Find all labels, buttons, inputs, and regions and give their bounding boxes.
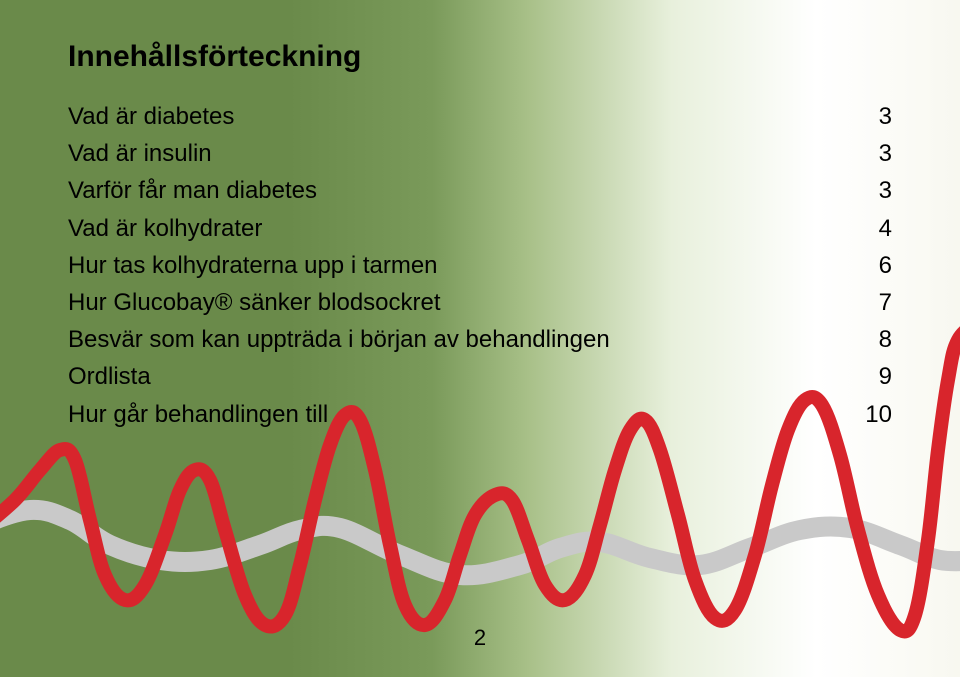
- toc-page: 7: [859, 284, 892, 321]
- toc-label: Besvär som kan uppträda i början av beha…: [68, 321, 610, 358]
- toc-row: Vad är diabetes 3: [68, 98, 892, 135]
- toc-page: 8: [859, 321, 892, 358]
- toc-label: Vad är kolhydrater: [68, 210, 262, 247]
- toc-label: Hur går behandlingen till: [68, 396, 328, 433]
- toc-page: 3: [859, 98, 892, 135]
- toc-row: Hur Glucobay® sänker blodsockret 7: [68, 284, 892, 321]
- toc-row: Besvär som kan uppträda i början av beha…: [68, 321, 892, 358]
- toc-row: Hur går behandlingen till 10: [68, 396, 892, 433]
- toc-label: Vad är diabetes: [68, 98, 234, 135]
- toc-page: 3: [859, 135, 892, 172]
- toc-page: 4: [859, 210, 892, 247]
- toc-label: Hur tas kolhydraterna upp i tarmen: [68, 247, 438, 284]
- toc-label: Ordlista: [68, 358, 151, 395]
- toc-page: 6: [859, 247, 892, 284]
- page-title: Innehållsförteckning: [68, 40, 892, 74]
- toc-page: 9: [859, 358, 892, 395]
- toc-label: Varför får man diabetes: [68, 172, 317, 209]
- toc-label: Hur Glucobay® sänker blodsockret: [68, 284, 441, 321]
- toc-row: Ordlista 9: [68, 358, 892, 395]
- toc-row: Hur tas kolhydraterna upp i tarmen 6: [68, 247, 892, 284]
- toc-label: Vad är insulin: [68, 135, 212, 172]
- page-number: 2: [0, 625, 960, 651]
- toc-row: Vad är kolhydrater 4: [68, 210, 892, 247]
- toc-page: 10: [845, 396, 892, 433]
- toc-page: 3: [859, 172, 892, 209]
- toc-row: Vad är insulin 3: [68, 135, 892, 172]
- toc-block: Innehållsförteckning Vad är diabetes3Vad…: [68, 40, 892, 433]
- toc-row: Varför får man diabetes 3: [68, 172, 892, 209]
- toc-list: Vad är diabetes3Vad är insulin3Varför få…: [68, 98, 892, 433]
